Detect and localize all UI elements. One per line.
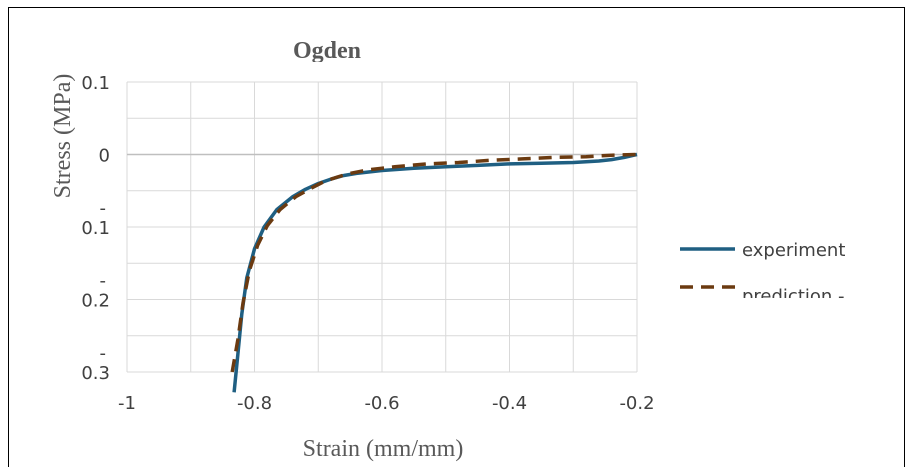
y-tick-label: 0.2 [81, 291, 110, 312]
legend: experiment prediction - [680, 240, 845, 307]
series-layer [230, 152, 638, 393]
y-tick-label: 0.3 [81, 363, 110, 384]
y-axis-label: Stress (MPa) [50, 74, 76, 199]
y-tick-label: 0.1 [81, 73, 110, 94]
y-tick-minus: - [100, 198, 107, 219]
x-tick-label: -0.4 [492, 393, 527, 414]
series-line-experiment [232, 152, 638, 393]
x-tick-label: -0.6 [364, 393, 399, 414]
y-tick-label: 0.1 [81, 218, 110, 239]
grid-lines [126, 81, 638, 373]
x-tick-label: -1 [118, 393, 136, 414]
tick-labels: -1 -0.8 -0.6 -0.4 -0.20.10-0.1-0.2-0.3 [81, 73, 654, 414]
legend-label-experiment: experiment [742, 240, 845, 261]
y-tick-minus: - [100, 343, 107, 364]
x-axis-label: Strain (mm/mm) [303, 436, 464, 462]
chart-title: Ogden [293, 38, 361, 64]
y-tick-label: 0 [99, 146, 110, 167]
x-tick-label: -0.8 [237, 393, 272, 414]
series-line-prediction [230, 152, 638, 373]
x-tick-label: -0.2 [619, 393, 654, 414]
chart-frame [8, 7, 905, 467]
y-tick-minus: - [100, 271, 107, 292]
legend-label-prediction: prediction - [742, 286, 845, 307]
